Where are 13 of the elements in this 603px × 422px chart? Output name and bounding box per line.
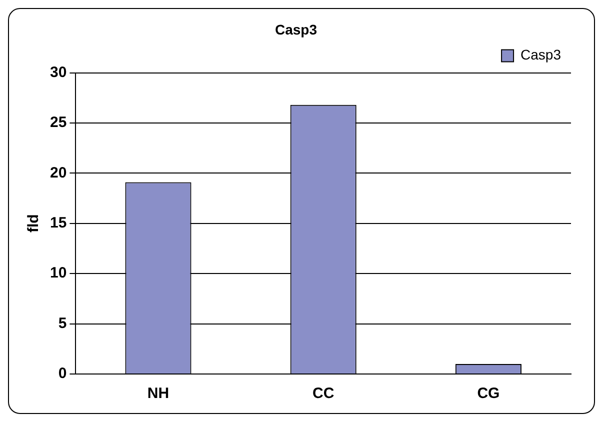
x-tick-label: CG	[477, 385, 500, 402]
y-tick-label: 0	[58, 365, 67, 382]
y-tick-label: 20	[50, 164, 67, 182]
legend-label: Casp3	[520, 46, 562, 63]
y-tick-label: 30	[50, 64, 67, 81]
y-axis-title: fld	[25, 214, 42, 233]
y-tick-label: 15	[50, 214, 67, 232]
y-tick-label: 5	[58, 314, 67, 332]
y-tick-label: 10	[50, 264, 67, 282]
y-tick-label: 25	[50, 114, 67, 132]
chart-title: Casp3	[274, 21, 318, 38]
x-tick-label: NH	[147, 385, 170, 402]
x-tick-label: CC	[312, 385, 334, 402]
